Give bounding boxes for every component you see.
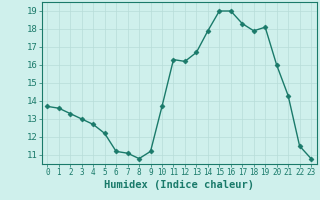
X-axis label: Humidex (Indice chaleur): Humidex (Indice chaleur) bbox=[104, 180, 254, 190]
